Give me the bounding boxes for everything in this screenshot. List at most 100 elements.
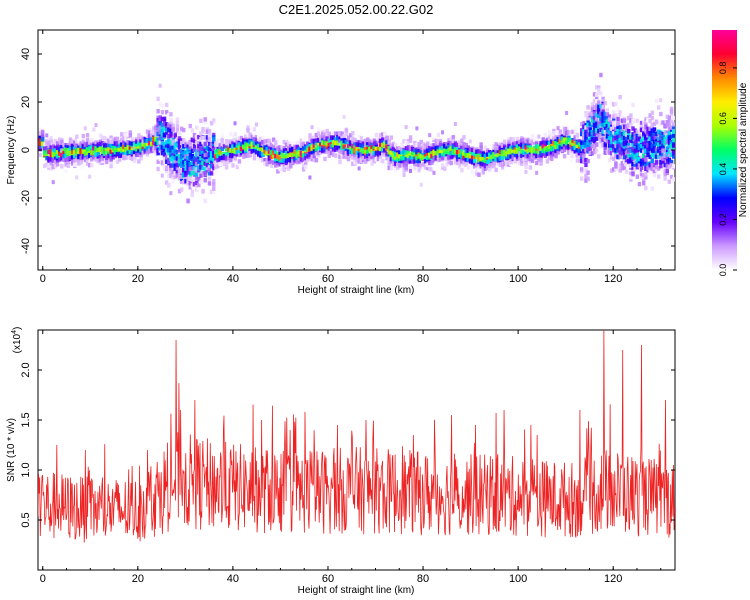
spectrogram-cell	[376, 156, 381, 162]
spectrogram-cell	[449, 141, 453, 146]
spectrogram-cell	[631, 143, 635, 148]
spectrogram-cell	[543, 140, 548, 145]
spectrogram-cell	[169, 124, 173, 129]
spectrogram-cell	[75, 157, 79, 162]
spectrogram-cell	[588, 132, 592, 137]
spectrogram-cell	[614, 113, 618, 118]
spectrogram-cell	[284, 139, 289, 145]
spectrogram-cell	[582, 152, 586, 157]
spectrogram-cell	[88, 174, 92, 179]
spectrogram-cell	[550, 139, 554, 144]
spectrogram-cell	[124, 155, 128, 160]
spectrogram-cell	[479, 161, 483, 166]
spectrogram-cell	[366, 149, 370, 154]
spectrogram-cell	[96, 158, 100, 164]
spectrogram-cell	[573, 130, 577, 135]
spectrogram-cell	[586, 176, 590, 181]
spectrogram-cell	[524, 156, 528, 161]
colorbar-label: Normalized spectral amplitude	[738, 82, 749, 217]
spectrogram-cell	[261, 152, 265, 157]
spectrogram-cell	[167, 143, 171, 149]
spectrogram-cell	[316, 142, 321, 148]
spectrogram-cell	[192, 156, 197, 161]
spectrogram-cell	[137, 152, 141, 158]
spectrogram-cell	[203, 161, 207, 166]
spectrogram-cell	[490, 151, 494, 156]
spectrogram-cell	[419, 150, 423, 155]
spectrogram-cell	[269, 150, 274, 155]
spectrogram-cell	[609, 139, 614, 145]
spectrogram-cell	[671, 154, 675, 159]
spectrogram-cell	[475, 147, 479, 152]
spectrogram-cell	[164, 161, 169, 167]
spectrogram-cell	[520, 149, 524, 154]
spectrogram-cell	[513, 147, 518, 152]
spectrogram-cell	[342, 144, 346, 149]
spectrogram-cell	[66, 157, 70, 162]
spectrogram-cell	[541, 144, 545, 149]
spectrogram-cell	[485, 163, 490, 168]
spectrogram-cell	[169, 163, 173, 168]
spectrogram-cell	[528, 147, 533, 152]
spectrogram-cell	[246, 142, 250, 147]
spectrogram-cell	[128, 152, 133, 157]
spectrogram-cell	[631, 165, 635, 170]
spectrogram-cell	[73, 158, 77, 163]
spectrogram-cell	[359, 140, 364, 145]
x-tick-label: 20	[132, 273, 144, 285]
spectrogram-cell	[92, 150, 96, 155]
x-tick-label: 40	[227, 273, 239, 285]
spectrogram-cell	[485, 149, 490, 155]
spectrogram-cell	[154, 141, 158, 147]
spectrogram-cell	[644, 121, 648, 127]
spectrogram-cell	[105, 143, 109, 148]
spectrogram-cell	[415, 155, 419, 161]
spectrogram-cell	[355, 139, 359, 145]
spectrogram-cell	[586, 144, 590, 149]
spectrogram-cell	[432, 146, 436, 152]
spectrogram-cell	[569, 154, 573, 159]
spectrogram-cell	[622, 165, 627, 170]
spectrogram-cell	[605, 131, 610, 136]
spectrogram-cell	[599, 111, 603, 117]
spectrogram-cell	[579, 128, 584, 133]
spectrogram-cell	[156, 131, 160, 137]
spectrogram-cell	[383, 149, 387, 155]
spectrogram-cell	[175, 124, 180, 129]
spectrogram-cell	[47, 163, 51, 169]
spectrogram-cell	[597, 125, 601, 130]
spectrogram-cell	[186, 156, 190, 161]
spectrogram-cell	[642, 153, 646, 159]
spectrogram-cell	[312, 149, 316, 154]
spectrogram-cell	[642, 157, 646, 162]
spectrogram-cell	[175, 162, 180, 168]
spectrogram-cell	[361, 155, 366, 161]
spectrogram-cell	[620, 147, 625, 152]
spectrogram-cell	[212, 163, 216, 169]
spectrogram-cell	[592, 111, 597, 116]
spectrogram-cell	[254, 144, 259, 150]
spectrogram-cell	[361, 143, 366, 149]
spectrogram-cell	[466, 165, 471, 170]
spectrogram-cell	[517, 147, 522, 152]
spectrogram-cell	[509, 137, 513, 142]
spectrogram-cell	[160, 116, 165, 122]
spectrogram-cell	[669, 174, 673, 179]
spectrogram-cell	[120, 134, 124, 139]
spectrogram-cell	[64, 162, 68, 167]
spectrogram-cell	[43, 150, 47, 155]
spectrogram-cell	[528, 156, 533, 162]
spectrogram-cell	[434, 150, 438, 156]
spectrogram-cell	[532, 155, 537, 160]
spectrogram-cell	[590, 134, 595, 139]
spectrogram-cell	[239, 135, 243, 140]
spectrogram-cell	[66, 150, 70, 155]
spectrogram-cell	[650, 186, 654, 191]
spectrogram-cell	[378, 138, 383, 144]
spectrogram-cell	[537, 153, 541, 158]
spectrogram-cell	[650, 166, 654, 172]
spectrogram-cell	[244, 153, 248, 159]
spectrogram-cell	[552, 146, 556, 152]
spectrogram-cell	[348, 133, 353, 138]
spectrogram-cell	[38, 127, 43, 132]
